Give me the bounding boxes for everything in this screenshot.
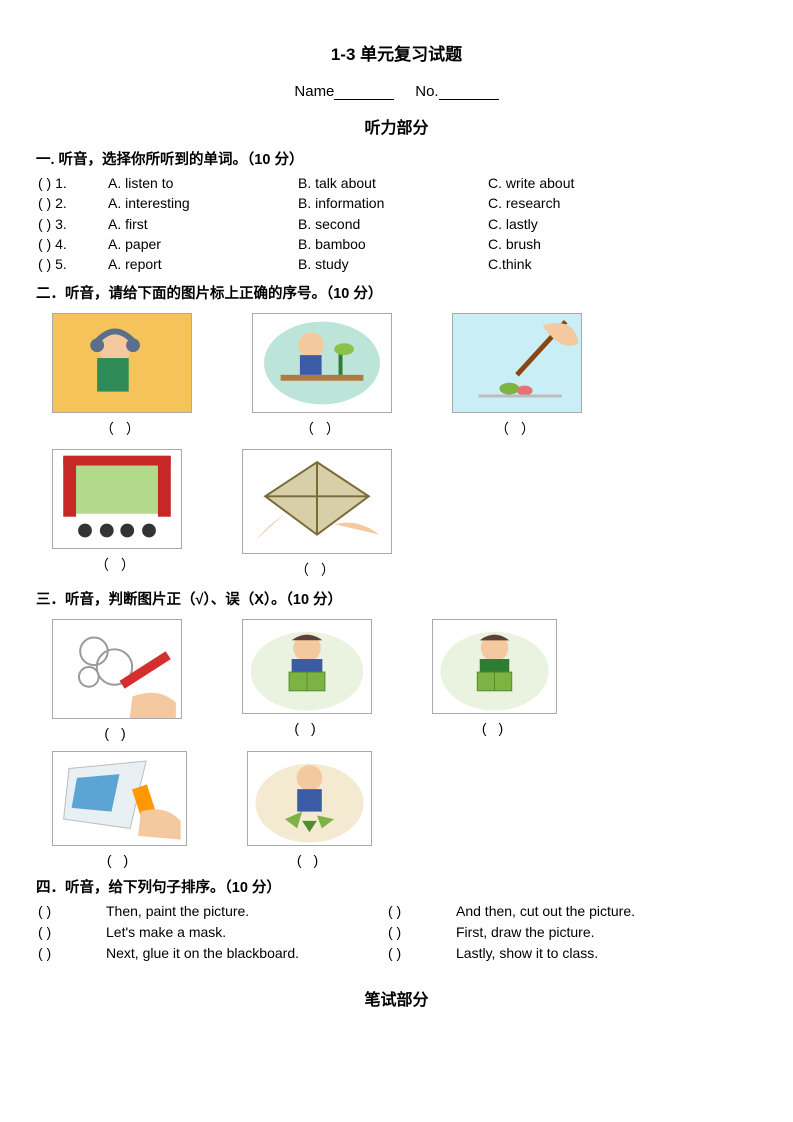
section-writing: 笔试部分 [36,986,757,1010]
image-cell: （ ） [242,449,392,580]
answer-paren[interactable]: ( ) 1. [38,173,108,193]
image-cell: ( ) [52,751,187,868]
section-listening: 听力部分 [36,114,757,138]
answer-blank[interactable]: ( ) [432,720,557,736]
option-b: B. study [298,254,488,274]
q3-image-row1: ( ) ( ) ( ) [52,619,757,741]
option-b: B. information [298,193,488,213]
order-paren[interactable]: ( ) [38,943,106,964]
image-cell: ( ) [52,619,182,741]
order-paren[interactable]: ( ) [38,922,106,943]
stage-icon [52,449,182,549]
order-text-right: And then, cut out the picture. [456,903,635,919]
option-c: C. lastly [488,214,757,234]
order-row: ( ) Let's make a mask.( ) First, draw th… [36,922,757,943]
desk-icon [252,313,392,413]
answer-blank[interactable]: ( ) [247,852,372,868]
image-cell: （ ） [452,313,582,439]
answer-blank[interactable]: ( ) [52,852,187,868]
order-row: ( ) Then, paint the picture.( ) And then… [36,901,757,922]
option-b: B. second [298,214,488,234]
option-a: A. report [108,254,298,274]
option-a: A. first [108,214,298,234]
page-title: 1-3 单元复习试题 [36,40,757,65]
answer-blank[interactable]: （ ） [52,555,182,575]
q2-heading: 二．听音，请给下面的图片标上正确的序号。（10 分） [36,282,757,303]
q1-rows: ( ) 1. A. listen toB. talk aboutC. write… [36,173,757,274]
option-b: B. talk about [298,173,488,193]
mc-row: ( ) 4. A. paperB. bambooC. brush [36,234,757,254]
q3-image-row2: ( ) ( ) [52,751,757,868]
answer-paren[interactable]: ( ) 5. [38,254,108,274]
order-paren[interactable]: ( ) [388,943,456,964]
option-a: A. paper [108,234,298,254]
draw-icon [52,619,182,719]
read2-icon [432,619,557,714]
order-text-left: Then, paint the picture. [106,903,249,919]
q4-heading: 四．听音，给下列句子排序。（10 分） [36,876,757,897]
answer-blank[interactable]: ( ) [242,720,372,736]
image-cell: ( ) [432,619,557,741]
order-paren[interactable]: ( ) [38,901,106,922]
order-text-right: Lastly, show it to class. [456,945,598,961]
cut-icon [247,751,372,846]
answer-blank[interactable]: （ ） [452,419,582,439]
name-blank[interactable] [334,86,394,100]
answer-blank[interactable]: （ ） [252,419,392,439]
image-cell: （ ） [52,449,182,580]
name-line: Name No. [36,83,757,100]
headphones-icon [52,313,192,413]
order-text-right: First, draw the picture. [456,924,595,940]
q3-heading: 三．听音，判断图片正（√）、误（X）。（10 分） [36,588,757,609]
order-text-left: Next, glue it on the blackboard. [106,945,299,961]
q4-rows: ( ) Then, paint the picture.( ) And then… [36,901,757,964]
answer-blank[interactable]: （ ） [242,560,392,580]
q2-image-row2: （ ） （ ） [52,449,757,580]
option-c: C. brush [488,234,757,254]
answer-blank[interactable]: ( ) [52,725,182,741]
mc-row: ( ) 5. A. reportB. studyC.think [36,254,757,274]
mc-row: ( ) 3. A. firstB. secondC. lastly [36,214,757,234]
image-cell: ( ) [242,619,372,741]
option-b: B. bamboo [298,234,488,254]
mc-row: ( ) 2. A. interestingB. informationC. re… [36,193,757,213]
mc-row: ( ) 1. A. listen toB. talk aboutC. write… [36,173,757,193]
q1-heading: 一. 听音，选择你所听到的单词。（10 分） [36,148,757,169]
order-paren[interactable]: ( ) [388,922,456,943]
option-a: A. listen to [108,173,298,193]
glue-icon [52,751,187,846]
order-text-left: Let's make a mask. [106,924,226,940]
image-cell: （ ） [252,313,392,439]
option-c: C. research [488,193,757,213]
option-c: C.think [488,254,757,274]
read1-icon [242,619,372,714]
order-paren[interactable]: ( ) [388,901,456,922]
answer-paren[interactable]: ( ) 3. [38,214,108,234]
name-label: Name [294,83,334,100]
no-label: No. [415,83,438,100]
no-blank[interactable] [439,86,499,100]
order-row: ( ) Next, glue it on the blackboard.( ) … [36,943,757,964]
option-c: C. write about [488,173,757,193]
answer-blank[interactable]: （ ） [52,419,192,439]
q2-image-row1: （ ） （ ） （ ） [52,313,757,439]
kite-icon [242,449,392,554]
image-cell: ( ) [247,751,372,868]
image-cell: （ ） [52,313,192,439]
brush-icon [452,313,582,413]
option-a: A. interesting [108,193,298,213]
answer-paren[interactable]: ( ) 4. [38,234,108,254]
answer-paren[interactable]: ( ) 2. [38,193,108,213]
